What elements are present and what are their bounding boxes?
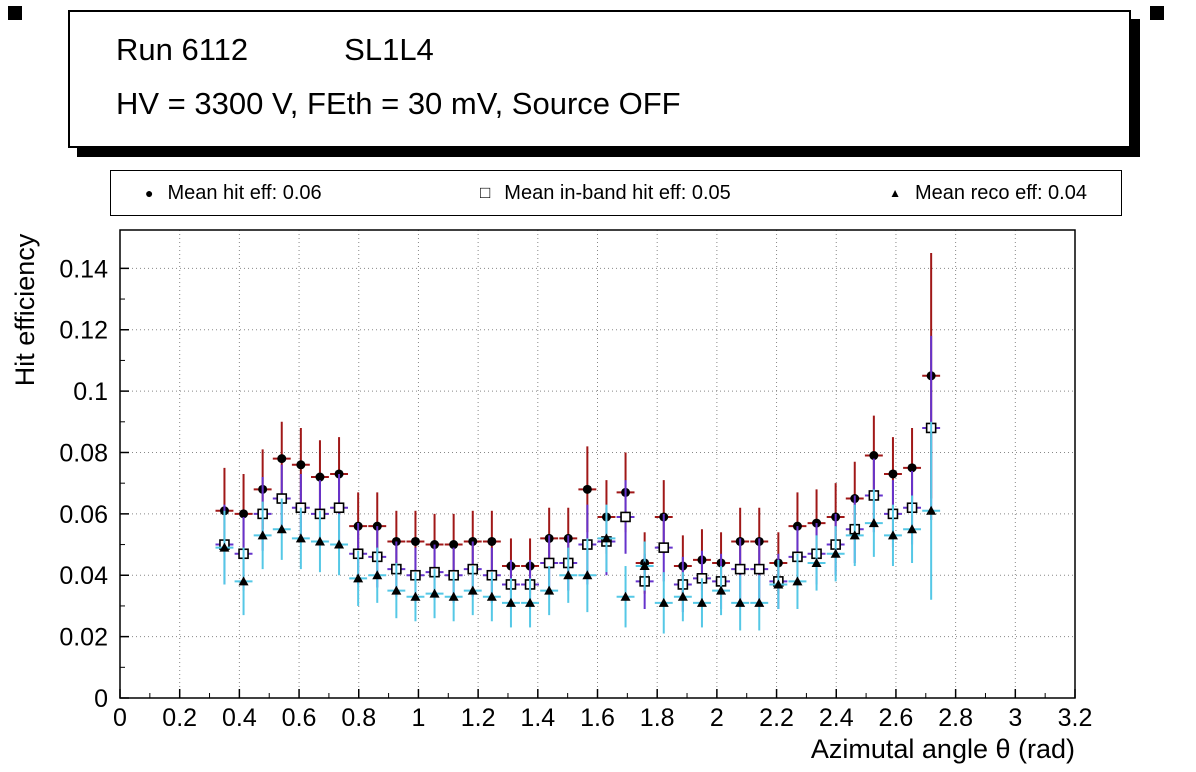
svg-text:2.2: 2.2	[759, 704, 794, 732]
legend-entry-inband-hit-eff: □ Mean in-band hit eff: 0.05	[480, 182, 731, 205]
legend-label-mean-hit-eff: Mean hit eff: 0.06	[167, 181, 322, 204]
svg-text:1: 1	[411, 704, 425, 732]
legend: ● Mean hit eff: 0.06 □ Mean in-band hit …	[110, 170, 1122, 216]
svg-text:2.6: 2.6	[879, 704, 914, 732]
svg-text:0.14: 0.14	[59, 255, 108, 283]
x-axis-title: Azimutal angle θ (rad)	[811, 734, 1075, 764]
svg-text:0.6: 0.6	[282, 704, 317, 732]
legend-entry-mean-hit-eff: ● Mean hit eff: 0.06	[145, 182, 322, 205]
svg-text:1.6: 1.6	[580, 704, 615, 732]
svg-text:0.02: 0.02	[59, 624, 108, 652]
run-label: Run 6112	[116, 32, 249, 67]
legend-label-reco-eff: Mean reco eff: 0.04	[915, 181, 1087, 204]
filled-circle-icon: ●	[145, 185, 154, 201]
svg-text:0: 0	[113, 704, 127, 732]
svg-text:1.2: 1.2	[461, 704, 496, 732]
title-box: Run 6112 SL1L4 HV = 3300 V, FEth = 30 mV,…	[68, 10, 1131, 148]
svg-text:3.2: 3.2	[1058, 704, 1093, 732]
svg-text:1.4: 1.4	[520, 704, 555, 732]
svg-text:0.2: 0.2	[162, 704, 197, 732]
y-axis: 0 0.02 0.04 0.06 0.08 0.1 0.12 0.14	[59, 255, 129, 713]
svg-text:0.8: 0.8	[341, 704, 376, 732]
series-open-square	[215, 335, 941, 613]
svg-text:2.4: 2.4	[819, 704, 854, 732]
svg-text:0.12: 0.12	[59, 317, 108, 345]
svg-text:0.06: 0.06	[59, 501, 108, 529]
svg-text:0.4: 0.4	[222, 704, 257, 732]
conditions-label: HV = 3300 V, FEth = 30 mV, Source OFF	[116, 86, 681, 121]
svg-text:0.04: 0.04	[59, 562, 108, 590]
svg-text:2.8: 2.8	[938, 704, 973, 732]
efficiency-chart: 0 0.2 0.4 0.6 0.8 1 1.2 1.4 1.6 1.8 2 2.2 2.4 2.6 2.8 3…	[10, 229, 1092, 764]
chamber-label: SL1L4	[344, 32, 434, 67]
series-filled-triangle	[215, 421, 941, 634]
canvas-corner-marker-left	[8, 6, 22, 20]
canvas-corner-marker-right	[1150, 6, 1164, 20]
open-square-icon: □	[480, 182, 491, 202]
legend-label-inband-hit-eff: Mean in-band hit eff: 0.05	[504, 181, 731, 204]
svg-text:1.8: 1.8	[640, 704, 675, 732]
svg-text:0.1: 0.1	[73, 378, 108, 406]
legend-entry-reco-eff: ▲ Mean reco eff: 0.04	[889, 182, 1087, 205]
title-line-1: Run 6112 SL1L4	[116, 32, 1129, 68]
svg-text:0.08: 0.08	[59, 439, 108, 467]
svg-text:0: 0	[94, 685, 108, 713]
y-axis-title: Hit efficiency	[10, 233, 40, 386]
filled-triangle-icon: ▲	[889, 186, 902, 200]
x-axis: 0 0.2 0.4 0.6 0.8 1 1.2 1.4 1.6 1.8 2 2.2 2.4 2.6 2.8 3…	[113, 689, 1092, 732]
svg-text:2: 2	[710, 704, 724, 732]
svg-text:3: 3	[1008, 704, 1022, 732]
